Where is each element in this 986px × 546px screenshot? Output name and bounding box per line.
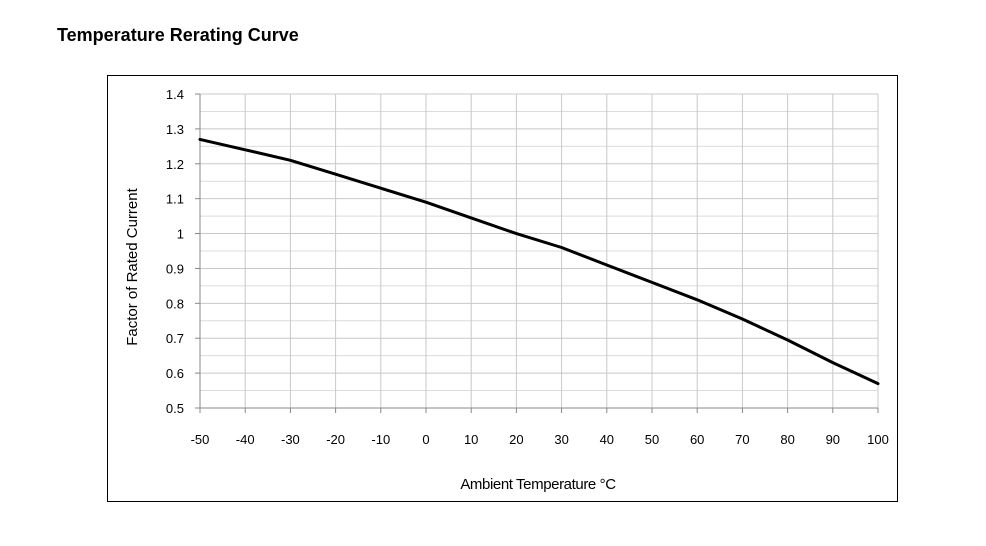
axis-layer [195,93,879,413]
y-axis-label: Factor of Rated Current [124,187,141,345]
data-point [696,298,699,302]
x-tick-label: 70 [735,432,749,447]
tick-label-layer: 0.5 0.6 0.7 0.8 0.9 1 1.1 1.2 1.3 1.4 -50 -40 -30 -20… [166,87,889,447]
x-tick-label: -40 [236,432,255,447]
y-tick-label: 0.6 [166,366,184,381]
x-tick-label: 90 [826,432,840,447]
y-tick-label: 1.2 [166,157,184,172]
data-point [334,173,337,176]
x-tick-label: -50 [191,432,210,447]
data-point [244,148,247,152]
x-tick-label: -10 [371,432,390,447]
data-point [605,263,608,267]
x-tick-label: 50 [645,432,659,447]
data-point [379,187,382,190]
y-tick-label: 1 [177,227,184,242]
x-tick-label: 80 [780,432,794,447]
data-point [831,361,834,364]
series-line [198,137,880,386]
y-tick-label: 1.1 [166,192,184,207]
x-tick-label: 40 [600,432,614,447]
x-tick-label: 0 [422,432,429,447]
x-tick-label: -30 [281,432,300,447]
x-tick-label: 100 [867,432,889,447]
page-title: Temperature Rerating Curve [57,25,299,45]
y-tick-label: 0.9 [166,261,184,276]
data-point [198,138,202,141]
data-point [741,317,744,321]
data-point [289,159,292,162]
data-point [560,246,563,249]
chart-frame [107,75,898,502]
data-point [650,281,654,284]
x-tick-label: -20 [326,432,345,447]
y-tick-label: 0.7 [166,331,184,346]
y-tick-label: 1.4 [166,87,184,102]
data-point [786,338,789,342]
series-layer [198,137,880,386]
x-tick-label: 10 [464,432,478,447]
y-tick-label: 1.3 [166,122,184,137]
grid-layer [199,93,879,409]
data-point [876,382,880,385]
x-tick-label: 60 [690,432,704,447]
x-axis-label: Ambient Temperature °C [460,476,616,493]
x-tick-label: 30 [554,432,568,447]
data-point [470,216,473,220]
y-tick-label: 0.8 [166,296,184,311]
data-point [424,200,428,204]
y-tick-label: 0.5 [166,401,184,416]
x-tick-label: 20 [509,432,523,447]
data-point [515,232,518,235]
